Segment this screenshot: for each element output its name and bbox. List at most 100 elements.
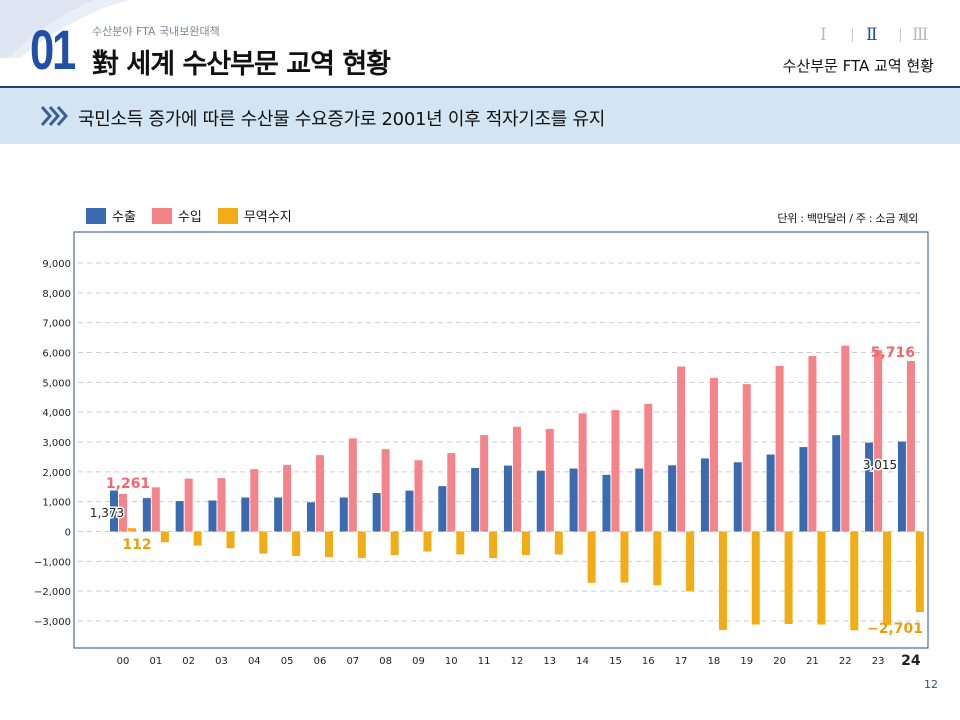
bar-balance [686, 531, 695, 592]
y-tick-label: 4,000 [42, 408, 71, 419]
x-tick-label: 10 [445, 656, 458, 667]
x-tick-label: 16 [642, 656, 655, 667]
y-tick-label: 5,000 [42, 378, 71, 389]
bar-export [110, 490, 118, 532]
bar-export [241, 497, 250, 532]
bar-export [339, 497, 348, 532]
bar-import [348, 438, 357, 532]
x-tick-label: 06 [314, 656, 327, 667]
bar-import [283, 464, 292, 532]
x-tick-label: 03 [215, 656, 228, 667]
legend-swatch-export [86, 207, 106, 224]
bar-balance [390, 531, 399, 556]
bar-balance [751, 531, 760, 625]
data-label-export: 3,015 [863, 458, 897, 472]
bar-import [184, 478, 193, 532]
bar-export [897, 441, 906, 532]
bar-balance [521, 531, 530, 556]
bar-import [250, 469, 259, 532]
bar-balance [883, 531, 892, 625]
x-tick-label: 09 [412, 656, 425, 667]
bar-export [536, 470, 545, 532]
x-tick-label: 12 [511, 656, 524, 667]
bar-balance [620, 531, 629, 583]
bar-import [512, 426, 521, 532]
bar-balance [915, 531, 924, 613]
legend-swatch-import [151, 207, 172, 224]
bar-balance [456, 531, 465, 555]
x-tick-label: 19 [740, 656, 753, 667]
bar-export [733, 462, 742, 532]
bar-balance [128, 528, 136, 532]
bar-balance [587, 531, 596, 583]
bar-import [841, 345, 850, 532]
bar-export [865, 442, 874, 532]
x-tick-label: 04 [248, 656, 261, 667]
bar-export [799, 447, 808, 532]
y-tick-label: 1,000 [42, 498, 71, 509]
bar-balance [718, 531, 727, 630]
banner-text: 국민소득 증가에 따른 수산물 수요증가로 2001년 이후 적자기조를 유지 [78, 109, 605, 130]
page-title: 對 세계 수산부문 교역 현황 [92, 49, 391, 80]
bar-balance [423, 531, 432, 552]
legend-item-import: 수입 [151, 206, 202, 225]
y-tick-label: 0 [65, 528, 71, 539]
nav-item-1[interactable]: Ⅰ [820, 25, 827, 45]
bar-balance [554, 531, 563, 555]
x-tick-label: 24 [901, 653, 921, 669]
data-label-balance: 112 [122, 537, 151, 553]
x-tick-label: 14 [576, 656, 589, 667]
bar-export [471, 467, 480, 532]
y-tick-label: 9,000 [42, 259, 71, 270]
legend-item-balance: 무역수지 [217, 206, 292, 225]
x-tick-label: 22 [839, 656, 852, 667]
page-number: 12 [924, 678, 938, 691]
section-label: 수산부문 FTA 교역 현황 [782, 57, 934, 75]
y-tick-label: −2,000 [34, 587, 71, 598]
bar-export [766, 454, 775, 532]
bar-balance [259, 531, 268, 554]
legend-label-balance: 무역수지 [243, 210, 292, 225]
bar-import [119, 493, 127, 532]
bar-export [438, 486, 447, 532]
y-tick-label: 2,000 [42, 468, 71, 479]
legend-item-export: 수출 [86, 206, 136, 225]
data-label-import: 1,261 [106, 476, 150, 492]
bar-import [644, 403, 653, 532]
bar-import [151, 487, 160, 532]
legend-swatch-balance [217, 207, 238, 224]
bar-import [775, 365, 784, 532]
x-tick-label: 07 [346, 656, 359, 667]
nav-item-2[interactable]: Ⅱ [866, 25, 878, 45]
y-tick-label: 7,000 [42, 319, 71, 330]
x-tick-label: 15 [609, 656, 622, 667]
legend-label-export: 수출 [112, 210, 136, 225]
unit-note: 단위 : 백만달러 / 주 : 소금 제외 [777, 212, 918, 225]
bar-import [217, 478, 226, 532]
data-label-import: 5,716 [871, 345, 915, 361]
bar-balance [817, 531, 826, 625]
bar-export [142, 498, 151, 532]
x-tick-label: 01 [149, 656, 162, 667]
x-tick-label: 05 [281, 656, 294, 667]
x-tick-label: 11 [478, 656, 491, 667]
nav-divider [900, 28, 901, 42]
page-subtitle: 수산분야 FTA 국내보완대책 [92, 25, 220, 38]
bar-import [315, 455, 324, 532]
bar-export [208, 500, 217, 532]
nav-item-3[interactable]: Ⅲ [912, 25, 929, 45]
data-label-export: 1,373 [90, 506, 124, 520]
y-tick-label: −3,000 [34, 617, 71, 628]
bar-balance [850, 531, 859, 631]
x-tick-label: 00 [117, 656, 130, 667]
bar-export [372, 493, 381, 532]
bar-balance [292, 531, 301, 556]
bar-import [906, 360, 915, 532]
bar-balance [357, 531, 366, 559]
bar-export [635, 468, 644, 532]
bar-balance [784, 531, 793, 624]
bar-export [700, 458, 709, 532]
bar-import [808, 356, 817, 532]
double-chevron-icon [40, 106, 69, 126]
